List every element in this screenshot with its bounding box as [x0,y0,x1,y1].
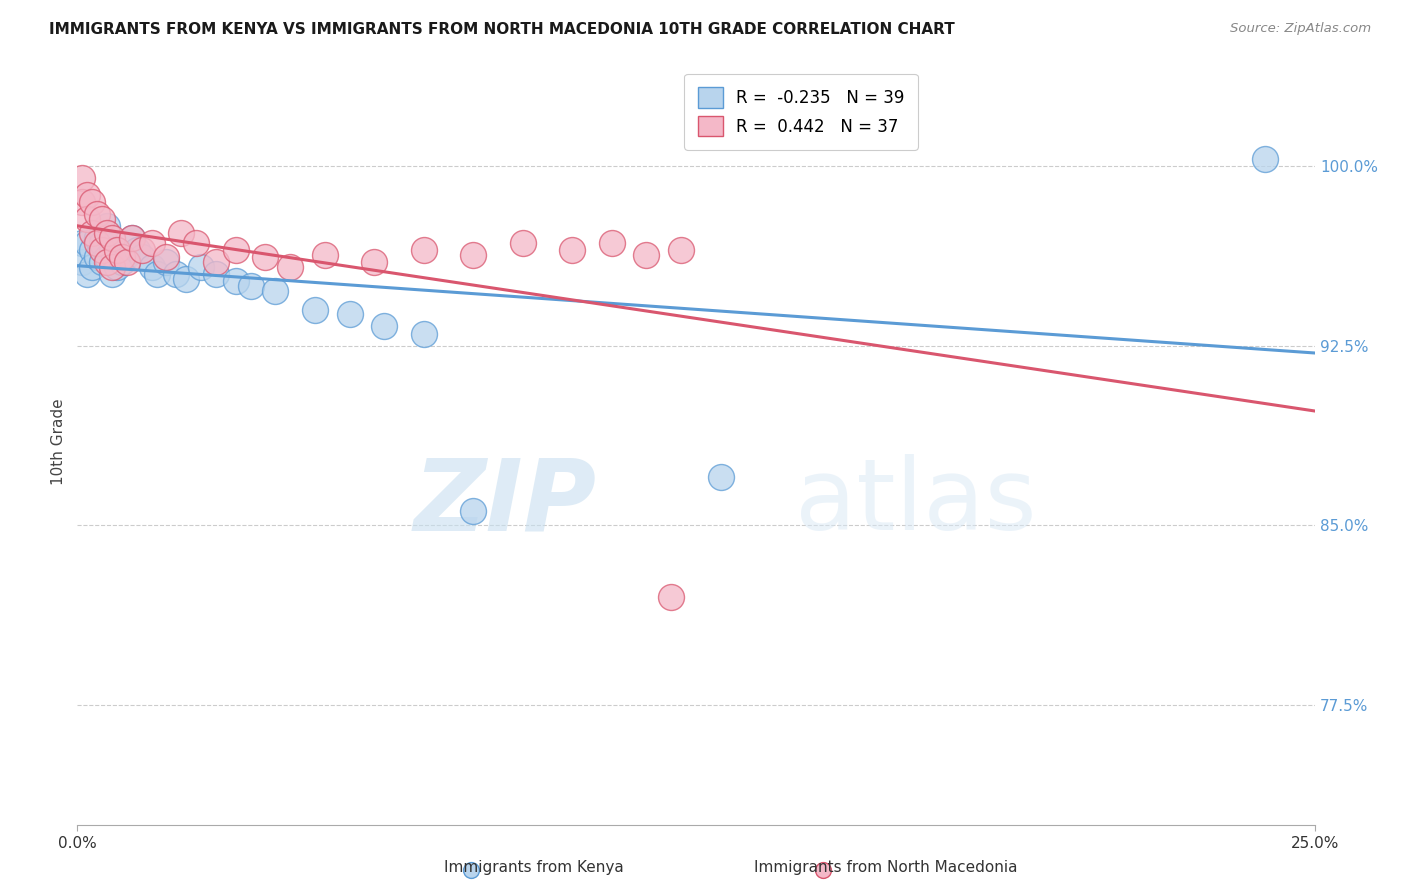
Point [636,247,658,261]
Point [96,254,118,268]
Point [145,267,167,281]
Point [105,243,128,257]
Point [111,254,134,268]
Point [105,243,128,257]
Point [141,235,163,250]
Point [174,271,197,285]
Point [659,591,682,605]
Point [314,247,336,261]
Point [131,243,153,257]
Point [101,267,124,281]
Point [91,254,114,268]
Point [155,250,177,264]
Point [111,250,134,264]
Point [254,250,277,264]
Point [463,247,485,261]
Point [363,254,385,268]
Point [463,504,485,518]
Text: Immigrants from Kenya: Immigrants from Kenya [444,861,624,875]
Point [86,250,108,264]
Point [91,235,114,250]
Point [72,170,94,185]
Point [225,274,247,288]
Point [115,247,138,261]
Text: ZIP: ZIP [413,454,598,551]
Point [304,302,326,317]
Point [373,319,395,334]
Point [141,260,163,274]
Point [184,235,207,250]
Point [96,226,118,240]
Point [412,326,434,341]
Point [561,243,583,257]
Point [91,211,114,226]
Point [278,260,301,274]
Point [72,254,94,268]
Point [710,470,733,484]
Point [205,267,228,281]
Point [600,235,623,250]
Point [96,250,118,264]
Point [86,231,108,245]
Point [96,219,118,233]
Legend: R =  -0.235   N = 39, R =  0.442   N = 37: R = -0.235 N = 39, R = 0.442 N = 37 [685,74,918,150]
Point [190,260,212,274]
Point [101,243,124,257]
Point [165,267,187,281]
Point [101,260,124,274]
Point [205,254,228,268]
Text: Immigrants from North Macedonia: Immigrants from North Macedonia [754,861,1018,875]
Point [82,243,104,257]
Point [460,863,482,878]
Text: atlas: atlas [794,454,1036,551]
Point [339,308,361,322]
Point [105,260,128,274]
Point [125,243,148,257]
Point [170,226,193,240]
Point [131,250,153,264]
Point [115,254,138,268]
Point [76,235,98,250]
Point [155,254,177,268]
Point [121,231,143,245]
Point [512,235,534,250]
Point [76,267,98,281]
Point [76,187,98,202]
Point [72,194,94,209]
Point [82,194,104,209]
Point [76,211,98,226]
Point [91,243,114,257]
Point [82,226,104,240]
Y-axis label: 10th Grade: 10th Grade [51,398,66,485]
Point [101,231,124,245]
Point [72,235,94,250]
Point [669,243,692,257]
Point [811,863,834,878]
Point [239,278,262,293]
Point [82,260,104,274]
Text: IMMIGRANTS FROM KENYA VS IMMIGRANTS FROM NORTH MACEDONIA 10TH GRADE CORRELATION : IMMIGRANTS FROM KENYA VS IMMIGRANTS FROM… [49,22,955,37]
Point [412,243,434,257]
Point [225,243,247,257]
Point [86,207,108,221]
Text: Source: ZipAtlas.com: Source: ZipAtlas.com [1230,22,1371,36]
Point [1254,152,1277,166]
Point [121,231,143,245]
Point [91,226,114,240]
Point [86,235,108,250]
Point [264,284,287,298]
